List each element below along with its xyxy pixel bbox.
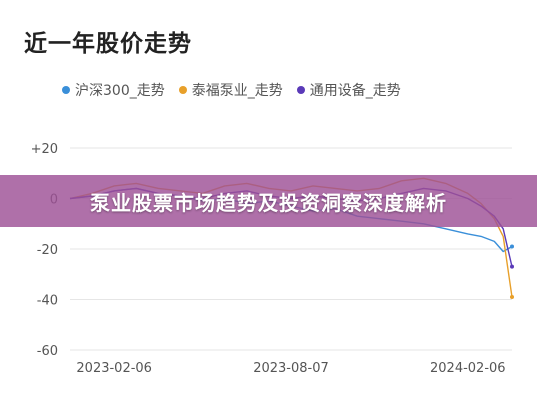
- legend: 沪深300_走势 泰福泵业_走势 通用设备_走势: [62, 80, 401, 100]
- x-tick-label: 2023-08-07: [253, 361, 329, 376]
- headline-text: 泵业股票市场趋势及投资洞察深度解析: [90, 190, 447, 215]
- legend-item-taifu[interactable]: 泰福泵业_走势: [178, 80, 283, 100]
- legend-swatch-hs300: [62, 86, 70, 94]
- legend-swatch-taifu: [178, 86, 187, 94]
- chart-title: 近一年股价走势: [24, 31, 192, 57]
- headline-banner: 泵业股票市场趋势及投资洞察深度解析: [0, 175, 537, 227]
- legend-label-general-equipment: 通用设备_走势: [309, 83, 401, 99]
- x-tick-label: 2023-02-06: [76, 361, 152, 376]
- y-tick-label: -60: [37, 344, 58, 359]
- legend-label-hs300: 沪深300_走势: [75, 83, 165, 99]
- legend-swatch-general-equipment: [296, 86, 305, 94]
- legend-item-hs300[interactable]: 沪深300_走势: [62, 80, 165, 100]
- y-tick-label: +20: [31, 142, 58, 157]
- legend-label-taifu: 泰福泵业_走势: [191, 83, 283, 99]
- series-end-point-0: [510, 244, 514, 249]
- x-tick-label: 2024-02-06: [430, 361, 506, 376]
- legend-item-general-equipment[interactable]: 通用设备_走势: [296, 80, 401, 100]
- series-end-point-2: [510, 264, 514, 269]
- y-tick-label: -40: [37, 294, 58, 309]
- series-end-point-1: [510, 294, 514, 299]
- y-tick-label: -20: [37, 243, 58, 258]
